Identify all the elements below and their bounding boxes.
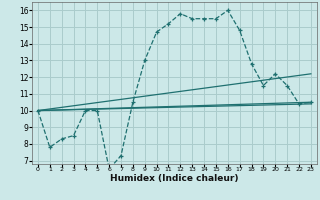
X-axis label: Humidex (Indice chaleur): Humidex (Indice chaleur)	[110, 174, 239, 183]
